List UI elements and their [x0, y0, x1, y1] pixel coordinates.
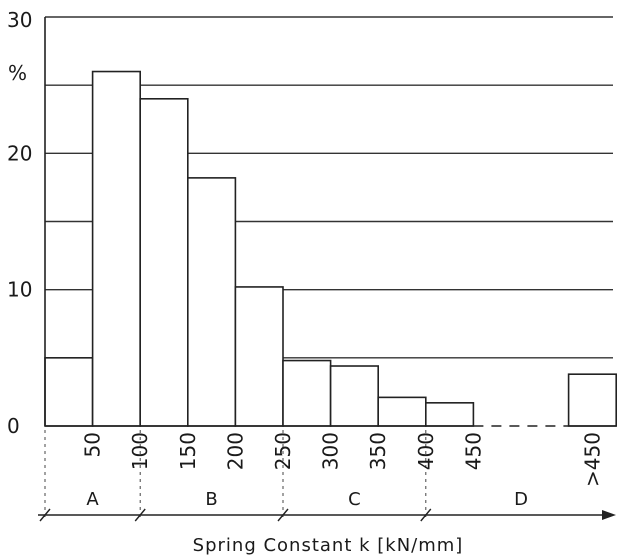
x-tick-label: 200	[223, 432, 247, 470]
histogram-bar	[282, 359, 332, 427]
y-tick-label: 20	[7, 141, 32, 165]
category-arrow-head	[602, 510, 616, 520]
histogram-bar	[44, 357, 94, 427]
category-label: C	[348, 489, 361, 510]
histogram-bar	[329, 365, 380, 427]
histogram-bar	[187, 177, 237, 427]
y-axis-unit-label: %	[8, 61, 27, 85]
histogram-bar	[377, 396, 427, 427]
category-tick-mark	[39, 508, 51, 522]
category-label: A	[86, 489, 99, 510]
histogram-bar	[567, 373, 617, 427]
category-tick-mark	[277, 508, 289, 522]
x-tick-label: 350	[366, 432, 390, 470]
y-tick-label: 30	[7, 8, 32, 32]
histogram-bar	[424, 402, 475, 427]
x-tick-label: 150	[176, 432, 200, 470]
label-layer: 0 10 20 30 50 100 150 200 250 300 350 400 450 >450 A B C…	[7, 8, 604, 510]
x-tick-label: 50	[81, 432, 105, 457]
histogram-bar	[234, 286, 284, 427]
x-tick-label: 250	[271, 432, 295, 470]
category-tick-mark	[420, 508, 432, 522]
x-tick-label: >450	[580, 432, 604, 487]
histogram-bar	[139, 98, 189, 427]
bar-layer	[44, 70, 617, 427]
x-tick-label: 100	[128, 432, 152, 470]
axis-layer	[38, 17, 617, 522]
x-axis-title: Spring Constant k [kN/mm]	[193, 535, 464, 556]
x-tick-label: 300	[319, 432, 343, 470]
y-tick-label: 10	[7, 278, 32, 302]
x-tick-label: 400	[414, 432, 438, 470]
category-tick-mark	[134, 508, 146, 522]
y-tick-label: 0	[7, 414, 20, 438]
category-label: B	[205, 489, 217, 510]
x-tick-label: 450	[461, 432, 485, 470]
histogram-bar	[91, 70, 141, 427]
category-label: D	[514, 489, 528, 510]
